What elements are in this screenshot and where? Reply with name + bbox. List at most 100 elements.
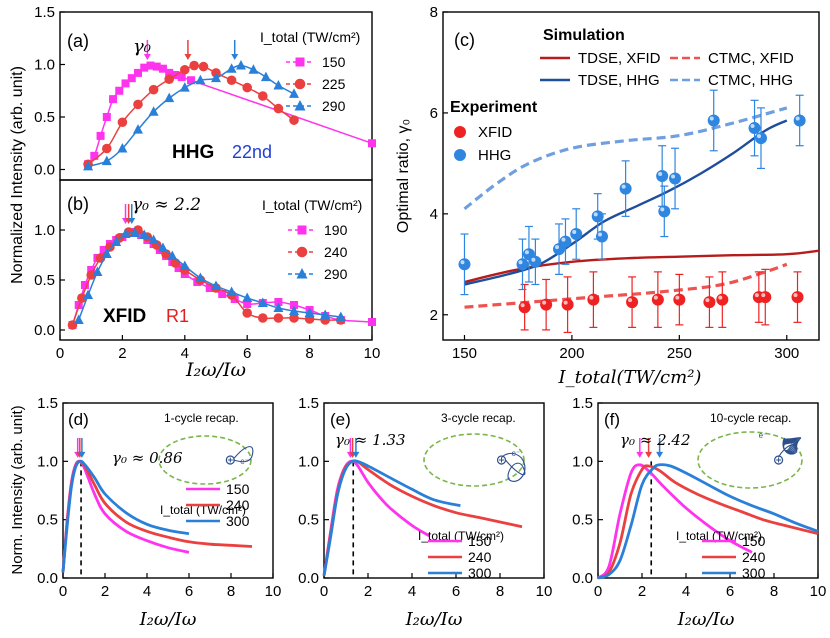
panel-c-sim-title: Simulation — [543, 27, 625, 44]
panel-a: 0.0 0.5 1.0 1.5 (a) γ₀ HHG 22nd I_total (TW… — [34, 4, 376, 181]
peak-arrow-head — [645, 451, 653, 458]
data-point-150 — [177, 73, 186, 82]
data-point-190 — [99, 246, 108, 254]
data-point-290 — [260, 71, 271, 82]
data-point-highlight — [561, 237, 566, 242]
panel-e-frame — [323, 402, 545, 579]
data-point-highlight — [653, 295, 658, 300]
data-point-290 — [92, 266, 103, 276]
legend-label-240: 240 — [468, 549, 492, 565]
data-point-290 — [179, 260, 190, 270]
y-tick-label: 0.5 — [34, 109, 55, 126]
data-point-240 — [289, 313, 299, 323]
x-tick-label: 6 — [452, 583, 460, 600]
data-point-290 — [248, 64, 259, 74]
panel-a-plot: 0.0 0.5 1.0 1.5 — [34, 4, 376, 179]
data-point-HHG — [793, 114, 806, 127]
peak-arrow-head — [231, 54, 239, 60]
data-point-225 — [180, 64, 190, 75]
data-point-highlight — [563, 300, 568, 305]
data-point-225 — [164, 74, 174, 84]
data-point-highlight — [597, 232, 602, 237]
panel-b-label: (b) — [67, 194, 89, 214]
y-tick-label: 0.0 — [572, 570, 593, 587]
data-point-290 — [179, 82, 190, 92]
data-point-XFID — [561, 298, 574, 311]
legend-label-190: 190 — [324, 222, 348, 238]
panel-c-label: (c) — [454, 30, 475, 50]
legend-marker — [454, 149, 466, 161]
y-tick-label: 1.5 — [572, 395, 593, 412]
inset-electron-label: e⁻ — [240, 457, 249, 466]
inset-trajectory — [778, 437, 802, 458]
legend-label: HHG — [478, 147, 511, 164]
data-point-290 — [304, 307, 315, 317]
data-point-240 — [258, 313, 268, 323]
data-point-240 — [86, 270, 96, 280]
series-line-TDSE, HHG — [464, 119, 788, 286]
data-point-150 — [187, 76, 196, 85]
panel-e: 0 2 4 6 8 10 0.0 0.5 1.0 1.5 e⁻ (e) 3-cycle recap.… — [298, 395, 552, 630]
data-point-highlight — [460, 260, 465, 265]
data-point-225 — [117, 117, 128, 128]
data-point-highlight — [593, 212, 598, 217]
data-point-240 — [273, 313, 284, 323]
y-tick-label: 0.5 — [37, 512, 58, 529]
series-line-300 — [597, 463, 819, 580]
data-point-150 — [102, 113, 111, 121]
data-point-190 — [274, 298, 283, 306]
data-point-XFID — [626, 296, 639, 309]
data-point-290 — [73, 314, 84, 324]
y-tick-label: 6 — [430, 105, 438, 122]
data-point-HHG — [529, 255, 542, 268]
data-point-290 — [129, 227, 140, 237]
peak-arrow-head — [352, 451, 360, 458]
y-tick-label: 0.0 — [34, 162, 55, 179]
panel-c-exp-title: Experiment — [450, 99, 538, 116]
panel-d-label: (d) — [68, 410, 89, 429]
data-point-HHG — [656, 170, 669, 182]
data-point-highlight — [660, 207, 665, 212]
data-point-highlight — [709, 116, 714, 121]
panel-b-r1-label: R1 — [166, 306, 189, 326]
panel-c-xlabel: I_total(TW/cm²) — [558, 367, 702, 388]
y-tick-label: 1.5 — [37, 395, 58, 412]
data-point-190 — [218, 290, 227, 298]
data-point-290 — [235, 60, 246, 70]
data-point-190 — [137, 231, 146, 239]
data-point-190 — [87, 266, 96, 274]
x-tick-label: 2 — [101, 583, 109, 600]
panel-c-legend: TDSE, XFID TDSE, HHG CTMC, XFID CTMC, HHG XF… — [454, 50, 794, 164]
panel-c-frame — [442, 11, 820, 341]
data-point-highlight — [531, 257, 536, 262]
panel-d-plot: 0 2 4 6 8 10 0.0 0.5 1.0 1.5 e⁻ — [37, 395, 281, 600]
series-line-300 — [322, 459, 461, 576]
y-tick-label: 0.0 — [34, 322, 55, 339]
y-tick-label: 8 — [430, 4, 438, 21]
data-point-225 — [189, 60, 199, 71]
panel-b-legend: 190 240 290 — [288, 222, 348, 282]
data-point-XFID — [791, 291, 804, 304]
data-point-highlight — [621, 184, 626, 189]
data-point-290 — [226, 286, 237, 296]
data-point-HHG — [707, 114, 720, 127]
data-point-150 — [127, 74, 136, 83]
data-point-290 — [242, 292, 253, 302]
y-tick-label: 1.5 — [34, 4, 55, 21]
x-tick-label: 10 — [536, 583, 553, 600]
panel-b-frame — [59, 179, 373, 341]
data-point-290 — [101, 155, 112, 166]
legend-label: CTMC, HHG — [708, 72, 793, 89]
y-tick-label: 1.0 — [34, 57, 55, 74]
data-point-HHG — [754, 132, 767, 145]
data-point-290 — [195, 74, 206, 85]
y-tick-label: 0.5 — [572, 512, 593, 529]
data-point-highlight — [718, 295, 723, 300]
data-point-190 — [80, 281, 89, 289]
data-point-290 — [83, 289, 94, 299]
data-point-highlight — [572, 230, 577, 235]
panel-e-xlabel: I₂ω/Iω — [405, 609, 463, 630]
